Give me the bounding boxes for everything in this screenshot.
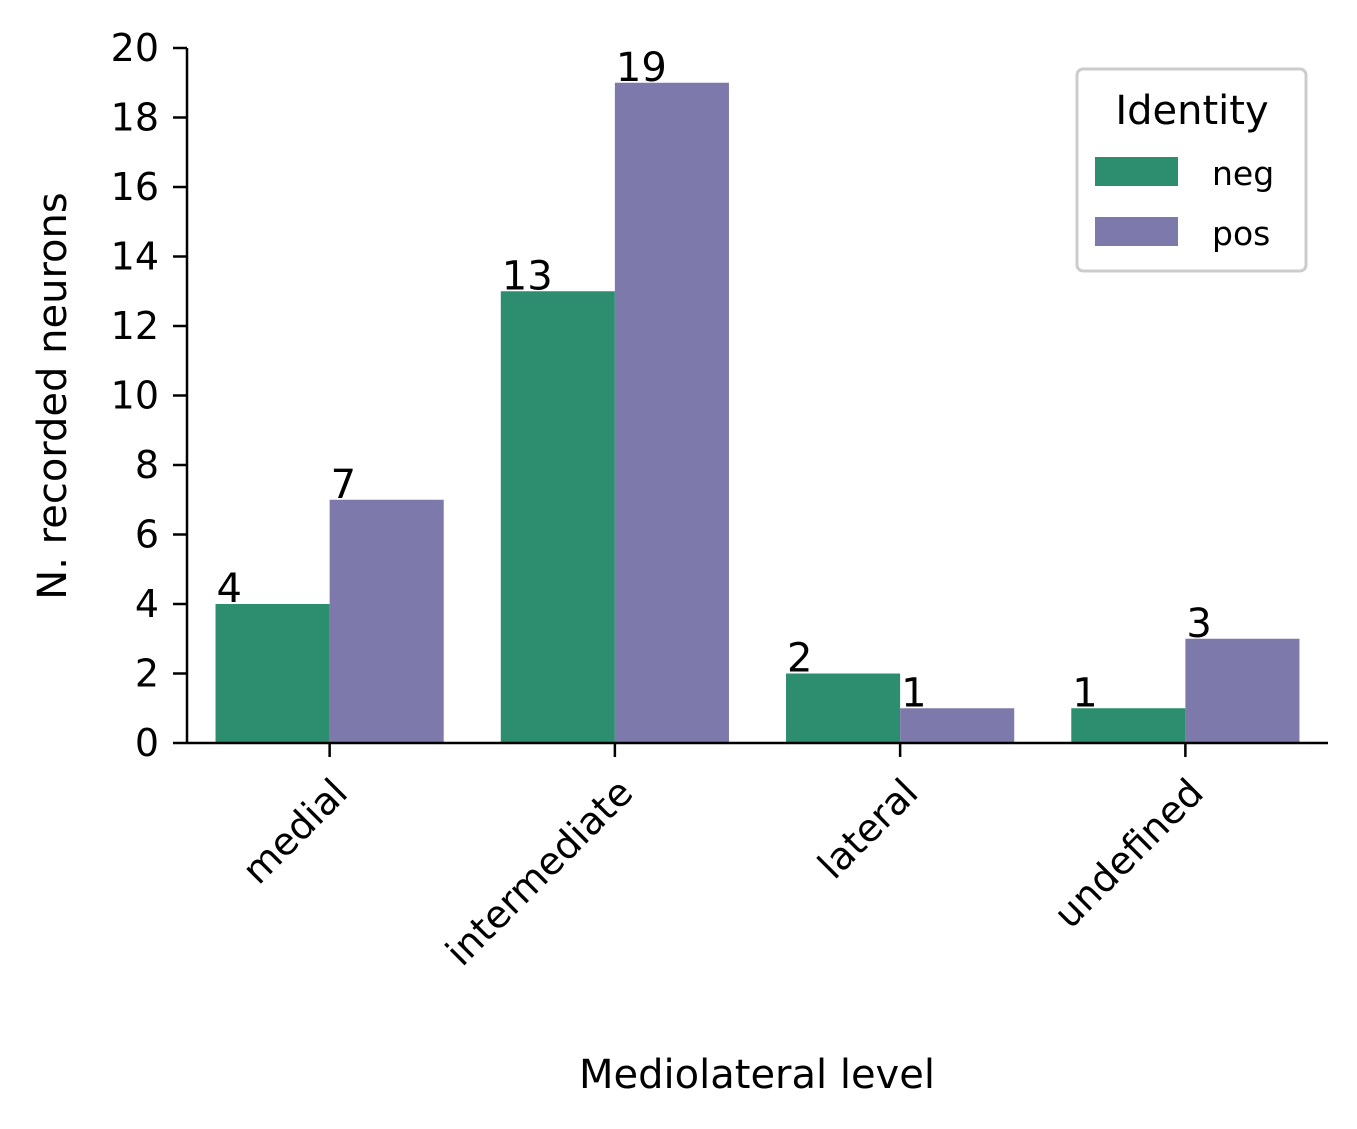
y-tick-label: 2 — [135, 652, 159, 696]
y-tick-label: 10 — [111, 374, 159, 418]
legend-label-neg: neg — [1212, 154, 1274, 193]
y-tick-label: 16 — [111, 165, 159, 209]
legend-swatch-neg — [1095, 157, 1178, 186]
legend-title: Identity — [1115, 88, 1268, 134]
x-tick-label-intermediate: intermediate — [437, 770, 641, 974]
y-tick-label: 18 — [111, 96, 159, 140]
x-axis: medial intermediate lateral undefined — [187, 741, 1328, 974]
bar-label-pos-lateral: 1 — [901, 670, 926, 716]
bar-pos-intermediate — [614, 82, 729, 743]
bar-label-pos-medial: 7 — [331, 462, 356, 508]
x-axis-title: Mediolateral level — [579, 1052, 935, 1098]
bar-pos-lateral — [900, 708, 1015, 743]
x-tick-label-undefined: undefined — [1045, 770, 1211, 936]
bar-pos-undefined — [1185, 638, 1300, 743]
bar-label-pos-undefined: 3 — [1186, 601, 1211, 647]
y-tick-label: 4 — [135, 582, 159, 626]
bar-label-neg-lateral: 2 — [787, 636, 812, 682]
bar-label-neg-intermediate: 13 — [502, 253, 553, 299]
x-tick-label-lateral: lateral — [809, 770, 926, 887]
legend-swatch-pos — [1095, 217, 1178, 246]
y-tick-label: 0 — [135, 721, 159, 765]
bar-neg-undefined — [1071, 708, 1186, 743]
bar-neg-medial — [215, 604, 330, 743]
bar-label-pos-intermediate: 19 — [616, 45, 667, 91]
y-tick-label: 12 — [111, 304, 159, 348]
bar-neg-intermediate — [500, 291, 615, 743]
legend: Identity neg pos — [1075, 67, 1308, 273]
bar-pos-medial — [329, 499, 444, 743]
y-tick-label: 8 — [135, 443, 159, 487]
y-axis-title: N. recorded neurons — [30, 192, 76, 599]
bars-group — [215, 82, 1300, 743]
y-tick-label: 6 — [135, 513, 159, 557]
y-tick-label: 20 — [111, 26, 159, 70]
y-axis: 0 2 4 6 8 10 12 14 16 18 20 — [111, 26, 189, 765]
bar-label-neg-medial: 4 — [217, 566, 242, 612]
bar-label-neg-undefined: 1 — [1072, 670, 1097, 716]
y-tick-label: 14 — [111, 235, 159, 279]
x-tick-label-medial: medial — [234, 770, 356, 892]
legend-label-pos: pos — [1212, 214, 1270, 253]
bar-neg-lateral — [786, 673, 901, 743]
